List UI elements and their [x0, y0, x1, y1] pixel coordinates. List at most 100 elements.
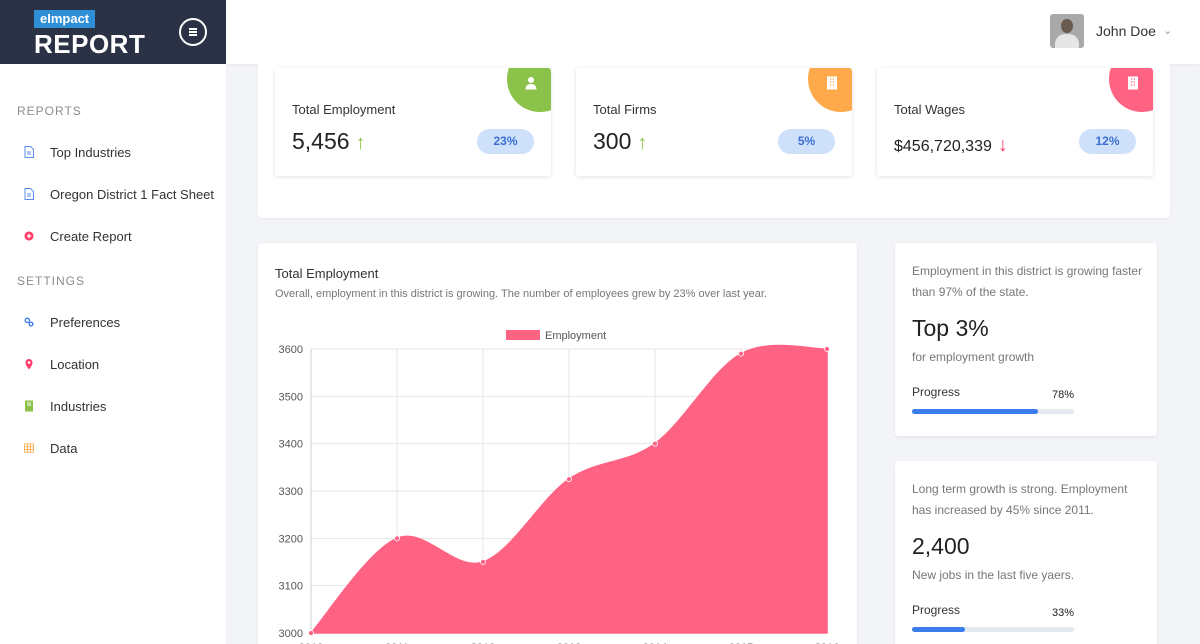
- stat-number: 5,456: [292, 128, 350, 154]
- x-tick-label: 2012: [471, 642, 495, 644]
- info-text: Long term growth is strong. Employment h…: [912, 482, 1128, 517]
- y-tick-label: 3400: [279, 439, 303, 451]
- arrow-up-icon: ↑: [355, 132, 366, 154]
- stat-card-wages: Total Wages $456,720,339 ↓ 12%: [877, 68, 1153, 176]
- hamburger-line: [189, 31, 197, 33]
- stats-panel: Total Employment 5,456 ↑ 23% Total Firms …: [258, 58, 1170, 218]
- stat-number: 300: [593, 128, 632, 154]
- y-tick-label: 3600: [279, 344, 303, 356]
- x-tick-label: 2011: [385, 642, 409, 644]
- plus-circle-icon: [24, 231, 34, 241]
- sidebar-heading-reports: REPORTS: [17, 104, 82, 118]
- info-subtext: New jobs in the last five yaers.: [912, 568, 1075, 582]
- info-text: Employment in this district is growing f…: [912, 264, 1143, 299]
- building-icon: [827, 76, 837, 90]
- menu-toggle-button[interactable]: [179, 18, 207, 46]
- info-card-growth: Employment in this district is growing f…: [895, 243, 1157, 436]
- topbar: John Doe ⌄: [226, 0, 1200, 64]
- progress-bar: [912, 627, 1074, 632]
- x-tick-label: 2014: [643, 642, 667, 644]
- x-tick-label: 2016: [815, 642, 839, 644]
- avatar[interactable]: [1050, 14, 1084, 48]
- y-tick-label: 3200: [279, 533, 303, 545]
- employment-area-chart: 3000 3100 3200 3300 3400 3500 3600 2010 2011 2012…: [279, 330, 839, 644]
- data-point: [308, 630, 314, 636]
- user-name[interactable]: John Doe: [1096, 23, 1156, 39]
- info-big-value: Top 3%: [912, 315, 989, 341]
- progress-bar: [912, 409, 1074, 414]
- y-tick-label: 3100: [279, 581, 303, 593]
- user-icon: [525, 77, 537, 90]
- x-tick-label: 2013: [557, 642, 581, 644]
- data-point: [824, 346, 830, 352]
- progress-label: Progress: [912, 385, 961, 399]
- table-icon: [24, 443, 34, 453]
- map-pin-icon: [25, 359, 33, 370]
- document-icon: [24, 146, 34, 158]
- data-point: [394, 535, 400, 542]
- sidebar-item-preferences[interactable]: Preferences: [0, 308, 226, 338]
- progress-value: 33%: [1052, 607, 1075, 619]
- chart-title: Total Employment: [275, 266, 379, 281]
- sidebar-item-industries[interactable]: Industries: [0, 392, 226, 422]
- stat-value: 300 ↑: [593, 128, 647, 155]
- percent-badge: 5%: [778, 129, 835, 154]
- hamburger-line: [189, 34, 197, 36]
- sidebar-item-label: Oregon District 1 Fact Sheet: [50, 187, 215, 202]
- stat-corner-badge: [507, 68, 551, 112]
- info-big-value: 2,400: [912, 533, 970, 559]
- gears-icon: [24, 317, 34, 327]
- x-tick-label: 2010: [299, 642, 323, 644]
- stat-title: Total Wages: [894, 102, 966, 117]
- stat-card-firms: Total Firms 300 ↑ 5%: [576, 68, 852, 176]
- chevron-down-icon[interactable]: ⌄: [1163, 25, 1173, 37]
- progress-label: Progress: [912, 603, 961, 617]
- sidebar-item-label: Top Industries: [50, 145, 131, 160]
- employment-chart-card: Total Employment Overall, employment in …: [258, 243, 857, 644]
- sidebar-item-fact-sheet[interactable]: Oregon District 1 Fact Sheet: [0, 180, 226, 210]
- legend-label: Employment: [545, 330, 606, 342]
- building-icon: [1128, 76, 1138, 90]
- book-icon: [25, 400, 33, 412]
- info-card-long-term: Long term growth is strong. Employment h…: [895, 461, 1157, 644]
- stat-corner-badge: [808, 68, 852, 112]
- brand-title: REPORT: [34, 29, 146, 59]
- sidebar-item-label: Industries: [50, 399, 107, 414]
- progress-fill: [912, 409, 1039, 414]
- sidebar-item-create-report[interactable]: Create Report: [0, 222, 226, 252]
- sidebar-item-label: Location: [50, 357, 100, 372]
- stat-value: $456,720,339 ↓: [894, 134, 1008, 157]
- sidebar: REPORTS Top Industries Oregon District 1…: [0, 64, 226, 644]
- legend-swatch: [506, 330, 540, 340]
- sidebar-item-label: Data: [50, 441, 78, 456]
- y-tick-label: 3300: [279, 486, 303, 498]
- info-subtext: for employment growth: [912, 350, 1035, 364]
- avatar-head: [1061, 19, 1073, 33]
- document-icon: [24, 188, 34, 200]
- y-tick-label: 3500: [279, 391, 303, 403]
- percent-badge: 23%: [477, 129, 534, 154]
- hamburger-line: [189, 28, 197, 30]
- stat-title: Total Firms: [593, 102, 657, 117]
- stat-corner-badge: [1109, 68, 1153, 112]
- x-tick-label: 2015: [729, 642, 753, 644]
- arrow-up-icon: ↑: [637, 132, 648, 154]
- data-point: [738, 350, 744, 357]
- brand-badge: eImpact: [34, 10, 96, 28]
- stat-card-employment: Total Employment 5,456 ↑ 23%: [275, 68, 551, 176]
- sidebar-item-top-industries[interactable]: Top Industries: [0, 138, 226, 168]
- sidebar-heading-settings: SETTINGS: [17, 274, 86, 288]
- avatar-body: [1055, 34, 1079, 48]
- sidebar-item-data[interactable]: Data: [0, 434, 226, 464]
- sidebar-item-location[interactable]: Location: [0, 350, 226, 380]
- progress-fill: [912, 627, 966, 632]
- data-point: [480, 559, 486, 565]
- y-tick-label: 3000: [279, 628, 303, 640]
- percent-badge: 12%: [1079, 129, 1136, 154]
- arrow-down-icon: ↓: [997, 134, 1008, 156]
- stat-title: Total Employment: [292, 102, 396, 117]
- data-point: [566, 476, 572, 483]
- brand-area: eImpact REPORT: [0, 0, 226, 64]
- data-point: [652, 440, 658, 447]
- sidebar-item-label: Preferences: [50, 315, 121, 330]
